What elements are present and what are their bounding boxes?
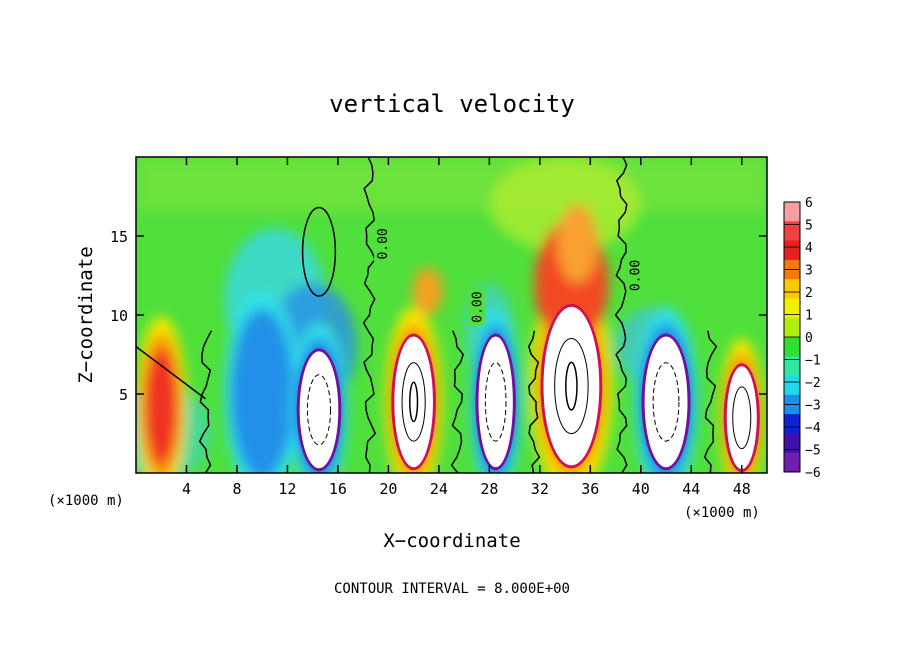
zero-contours [136,157,718,473]
colorbar-label: −3 [805,399,821,414]
y-tick-label: 5 [119,386,128,404]
contour-label-bg [468,289,485,326]
colorbar-swatch [784,279,800,299]
colorbar-swatch [784,202,800,222]
cell-5-inner-contour [565,361,578,411]
colorbar-swatch [784,337,800,357]
zero-contour-2 [450,330,465,473]
colorbar-swatch [784,414,800,434]
cell-2-contour [306,374,332,446]
y-tick-label: 10 [110,307,128,325]
colorbar: 6 5 4 3 2 1 0 −1 −2 −3 −4 −5 −6 [783,196,821,481]
zero-contour-1 [362,157,377,473]
x-tick-label: 28 [480,480,498,498]
cell-cores [296,303,760,473]
chart-title: vertical velocity [329,90,575,118]
colorbar-label: −5 [805,444,821,459]
cell-3-plume [412,267,443,315]
x-axis-label: X−coordinate [383,530,520,552]
zero-contour-0 [198,330,213,473]
cell-1-ring-1 [230,308,294,473]
colorbar-swatch [784,375,800,396]
cell-3-inner-contour [409,381,419,423]
x-tick-label: 36 [581,480,599,498]
y-axis-label: Z−coordinate [75,246,97,383]
contour-labels: 0.00 0.00 0.00 [374,225,643,326]
cell-3-core [394,336,433,468]
colorbar-label: −6 [805,466,821,481]
colorbar-label: 4 [805,241,813,256]
colorbar-swatch [784,317,800,338]
cell-4-contour [484,362,507,442]
colorbar-swatch [784,240,800,261]
y-tick-label: 15 [110,228,128,246]
contour-label: 0.00 [628,260,643,291]
contour-label-bg [626,257,643,294]
colorbar-swatch [784,356,800,377]
cell-2-core [299,351,339,469]
x-unit-label-right: (×1000 m) [684,505,760,521]
x-tick-label: 12 [278,480,296,498]
zero-contour-3 [527,330,541,473]
contour-interval-note: CONTOUR INTERVAL = 8.000E+00 [334,581,570,597]
x-tick-label: 32 [531,480,549,498]
upper-warm-patch [489,157,641,252]
x-tick-label: 44 [682,480,700,498]
x-tick-label: 48 [733,480,751,498]
zero-contour-left-cap [136,346,206,400]
upper-field-band [136,157,767,213]
x-tick-label: 24 [430,480,448,498]
cell-3-contour [401,362,426,442]
zero-contour-upper-loop [301,206,337,297]
y-axis: 5 10 15 [110,228,767,404]
zero-contour-4 [614,157,628,473]
colorbar-swatch [784,452,800,473]
x-tick-label: 16 [329,480,347,498]
colorbar-swatch [784,433,800,454]
colorbar-label: 2 [805,286,813,301]
colorbar-label: 0 [805,331,813,346]
colorbar-label: −1 [805,354,821,369]
colorbar-label: −4 [805,421,821,436]
cell-5-core [543,306,600,466]
colorbar-label: 1 [805,309,813,324]
x-axis: 4 8 12 16 20 24 28 32 36 40 44 48 [182,157,751,498]
zero-contour-5 [703,330,718,473]
cell-6-core [644,336,688,468]
x-tick-label: 20 [379,480,397,498]
colorbar-label: 5 [805,219,813,234]
cell-0-ring-2 [144,347,178,467]
contour-label: 0.00 [376,228,391,259]
x-unit-label-left: (×1000 m) [48,493,124,509]
colorbar-swatch [784,298,800,319]
x-tick-label: 4 [182,480,191,498]
cell-5-plume-top [556,204,598,284]
cell-5-contour [554,338,589,435]
cell-7-core [726,366,757,470]
cell-7-contour [732,386,752,450]
colorbar-label: 3 [805,264,813,279]
contour-label: 0.00 [471,291,486,322]
cell-6-contour [652,362,680,442]
cell-4-core [478,336,513,468]
contour-label-bg [374,225,391,262]
plot-area [136,157,767,473]
colorbar-label: 6 [805,196,813,211]
x-tick-label: 40 [632,480,650,498]
colorbar-swatch [784,221,800,242]
colorbar-label: −2 [805,376,821,391]
x-tick-label: 8 [232,480,241,498]
